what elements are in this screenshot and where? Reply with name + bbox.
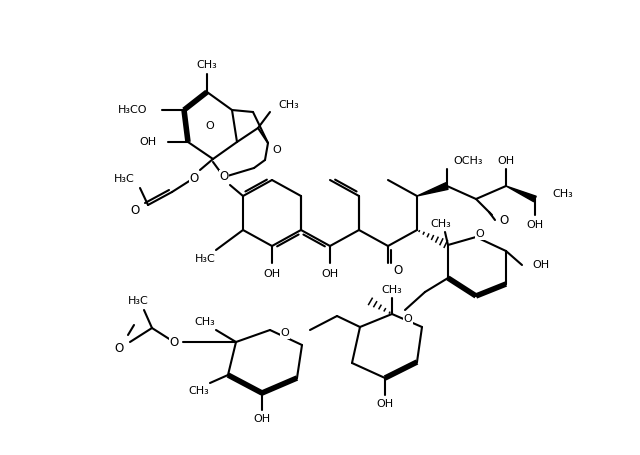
Text: O: O [220, 171, 228, 183]
Text: OH: OH [497, 156, 515, 166]
Text: O: O [170, 335, 179, 349]
Text: CH₃: CH₃ [278, 100, 299, 110]
Text: O: O [499, 214, 508, 228]
Text: H₃CO: H₃CO [118, 105, 147, 115]
Text: OCH₃: OCH₃ [453, 156, 483, 166]
Text: O: O [189, 172, 198, 184]
Text: OH: OH [527, 220, 543, 230]
Text: O: O [272, 145, 281, 155]
Text: O: O [404, 314, 412, 324]
Text: OH: OH [321, 269, 339, 279]
Text: OH: OH [253, 414, 271, 424]
Text: H₃C: H₃C [195, 254, 216, 264]
Text: H₃C: H₃C [115, 174, 135, 184]
Text: O: O [476, 229, 484, 239]
Text: CH₃: CH₃ [431, 219, 451, 229]
Text: O: O [205, 121, 214, 131]
Polygon shape [506, 186, 536, 202]
Text: CH₃: CH₃ [189, 386, 209, 396]
Text: OH: OH [140, 137, 157, 147]
Text: OH: OH [376, 399, 394, 409]
Text: OH: OH [532, 260, 549, 270]
Text: O: O [131, 203, 140, 217]
Text: O: O [280, 328, 289, 338]
Text: CH₃: CH₃ [552, 189, 573, 199]
Text: O: O [115, 342, 124, 354]
Text: O: O [393, 264, 403, 278]
Text: CH₃: CH₃ [196, 60, 218, 70]
Polygon shape [417, 182, 448, 196]
Text: CH₃: CH₃ [381, 285, 403, 295]
Text: CH₃: CH₃ [195, 317, 216, 327]
Text: OH: OH [264, 269, 280, 279]
Text: H₃C: H₃C [127, 296, 148, 306]
